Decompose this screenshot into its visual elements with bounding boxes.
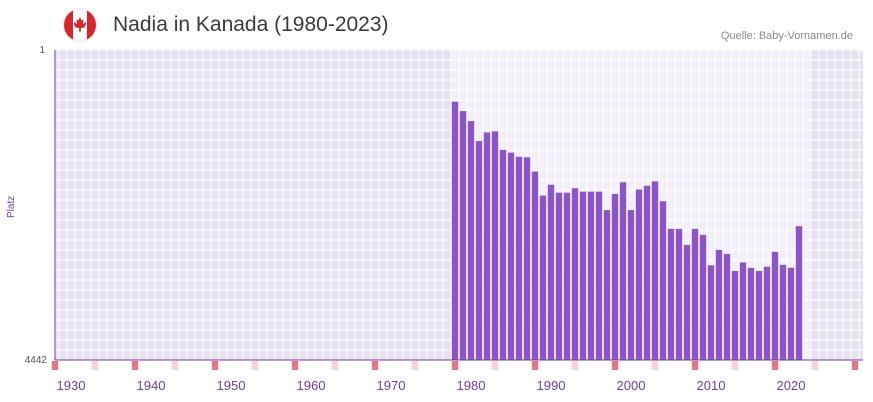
y-tick-bottom: 4442: [25, 355, 48, 366]
decade-marker-1958: [291, 361, 299, 370]
bar-1997: [603, 210, 611, 360]
bar-2004: [659, 201, 667, 360]
bar-2017: [763, 266, 771, 360]
x-tick-2020: 2020: [777, 378, 806, 393]
bar-1999: [619, 182, 627, 360]
bar-2009: [699, 234, 707, 360]
decade-marker-2008: [691, 361, 699, 370]
bar-1995: [587, 191, 595, 360]
bar-2014: [739, 262, 747, 360]
bar-1978: [451, 101, 459, 360]
bar-2016: [755, 270, 763, 360]
decade-marker-1928: [51, 361, 59, 370]
bar-2015: [747, 267, 755, 360]
bar-2001: [635, 189, 643, 360]
half-decade-marker-2013: [731, 361, 739, 370]
decade-marker-1998: [611, 361, 619, 370]
y-tick-top: 1: [39, 45, 45, 56]
x-tick-2000: 2000: [617, 378, 646, 393]
bar-2012: [723, 253, 731, 360]
x-tick-1980: 1980: [457, 378, 486, 393]
half-decade-marker-1943: [171, 361, 179, 370]
bar-1994: [579, 191, 587, 360]
bar-1987: [523, 157, 531, 360]
bar-2011: [715, 249, 723, 360]
bar-2020: [787, 267, 795, 360]
bar-1992: [563, 192, 571, 360]
half-decade-marker-2023: [811, 361, 819, 370]
x-tick-1970: 1970: [377, 378, 406, 393]
bar-2021: [795, 226, 803, 360]
bar-1984: [499, 149, 507, 360]
half-decade-marker-1933: [91, 361, 99, 370]
bar-1983: [491, 131, 499, 360]
x-tick-1990: 1990: [537, 378, 566, 393]
bar-2008: [691, 228, 699, 360]
bar-2006: [675, 228, 683, 360]
bar-1989: [539, 195, 547, 360]
x-tick-1930: 1930: [57, 378, 86, 393]
decade-marker-2018: [771, 361, 779, 370]
bar-1981: [475, 141, 483, 360]
decade-marker-1978: [451, 361, 459, 370]
bar-1998: [611, 193, 619, 360]
bar-1979: [459, 111, 467, 360]
x-tick-1940: 1940: [137, 378, 166, 393]
chart-title: Nadia in Kanada (1980-2023): [113, 13, 389, 36]
decade-marker-2028: [851, 361, 859, 370]
x-tick-2010: 2010: [697, 378, 726, 393]
bar-1988: [531, 171, 539, 360]
half-decade-marker-1953: [251, 361, 259, 370]
half-decade-marker-1993: [571, 361, 579, 370]
bar-2010: [707, 265, 715, 360]
half-decade-marker-1963: [331, 361, 339, 370]
bar-1990: [547, 184, 555, 360]
bar-2019: [779, 264, 787, 360]
canada-flag-icon: [64, 9, 96, 41]
bar-1996: [595, 191, 603, 360]
bar-2018: [771, 251, 779, 360]
x-tick-1960: 1960: [297, 378, 326, 393]
bar-2005: [667, 228, 675, 360]
bar-2013: [731, 270, 739, 360]
half-decade-marker-1973: [411, 361, 419, 370]
bar-1991: [555, 192, 563, 360]
bar-2000: [627, 210, 635, 360]
half-decade-marker-2003: [651, 361, 659, 370]
bar-1982: [483, 132, 491, 360]
bar-1980: [467, 121, 475, 360]
source-credit: Quelle: Baby-Vornamen.de: [720, 30, 853, 42]
bar-2003: [651, 181, 659, 360]
bar-2002: [643, 185, 651, 360]
decade-marker-1948: [211, 361, 219, 370]
decade-marker-1968: [371, 361, 379, 370]
bar-2007: [683, 244, 691, 360]
half-decade-marker-1983: [491, 361, 499, 370]
decade-marker-1938: [131, 361, 139, 370]
bar-1986: [515, 156, 523, 360]
decade-marker-1988: [531, 361, 539, 370]
bar-1985: [507, 152, 515, 360]
x-tick-1950: 1950: [217, 378, 246, 393]
bar-1993: [571, 188, 579, 360]
